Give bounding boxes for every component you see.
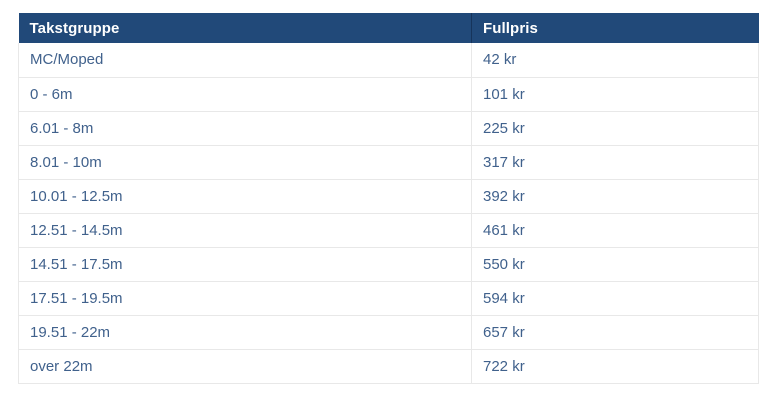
cell-fullpris: 42 kr <box>471 43 759 78</box>
cell-takstgruppe: 14.51 - 17.5m <box>18 247 472 282</box>
cell-fullpris: 392 kr <box>471 179 759 214</box>
table-row: 6.01 - 8m 225 kr <box>18 111 759 146</box>
table-header: Takstgruppe Fullpris <box>18 13 759 43</box>
table-row: MC/Moped 42 kr <box>18 43 759 78</box>
table-row: 8.01 - 10m 317 kr <box>18 145 759 180</box>
cell-fullpris: 594 kr <box>471 281 759 316</box>
cell-takstgruppe: MC/Moped <box>18 43 472 78</box>
price-table: Takstgruppe Fullpris MC/Moped 42 kr 0 - … <box>18 13 759 384</box>
cell-fullpris: 550 kr <box>471 247 759 282</box>
cell-takstgruppe: 10.01 - 12.5m <box>18 179 472 214</box>
column-header-fullpris: Fullpris <box>471 13 759 43</box>
table-row: 19.51 - 22m 657 kr <box>18 315 759 350</box>
table-row: 12.51 - 14.5m 461 kr <box>18 213 759 248</box>
cell-takstgruppe: 17.51 - 19.5m <box>18 281 472 316</box>
table-body: MC/Moped 42 kr 0 - 6m 101 kr 6.01 - 8m 2… <box>18 43 759 384</box>
cell-fullpris: 461 kr <box>471 213 759 248</box>
cell-takstgruppe: 19.51 - 22m <box>18 315 472 350</box>
cell-takstgruppe: 6.01 - 8m <box>18 111 472 146</box>
table-row: 17.51 - 19.5m 594 kr <box>18 281 759 316</box>
cell-fullpris: 317 kr <box>471 145 759 180</box>
cell-fullpris: 722 kr <box>471 349 759 384</box>
cell-takstgruppe: over 22m <box>18 349 472 384</box>
table-row: 0 - 6m 101 kr <box>18 77 759 112</box>
price-table-container: Takstgruppe Fullpris MC/Moped 42 kr 0 - … <box>18 13 759 384</box>
cell-fullpris: 657 kr <box>471 315 759 350</box>
cell-takstgruppe: 8.01 - 10m <box>18 145 472 180</box>
table-row: 10.01 - 12.5m 392 kr <box>18 179 759 214</box>
cell-takstgruppe: 0 - 6m <box>18 77 472 112</box>
table-row: over 22m 722 kr <box>18 349 759 384</box>
cell-fullpris: 101 kr <box>471 77 759 112</box>
column-header-takstgruppe: Takstgruppe <box>18 13 472 43</box>
cell-fullpris: 225 kr <box>471 111 759 146</box>
cell-takstgruppe: 12.51 - 14.5m <box>18 213 472 248</box>
table-row: 14.51 - 17.5m 550 kr <box>18 247 759 282</box>
table-header-row: Takstgruppe Fullpris <box>18 13 759 43</box>
